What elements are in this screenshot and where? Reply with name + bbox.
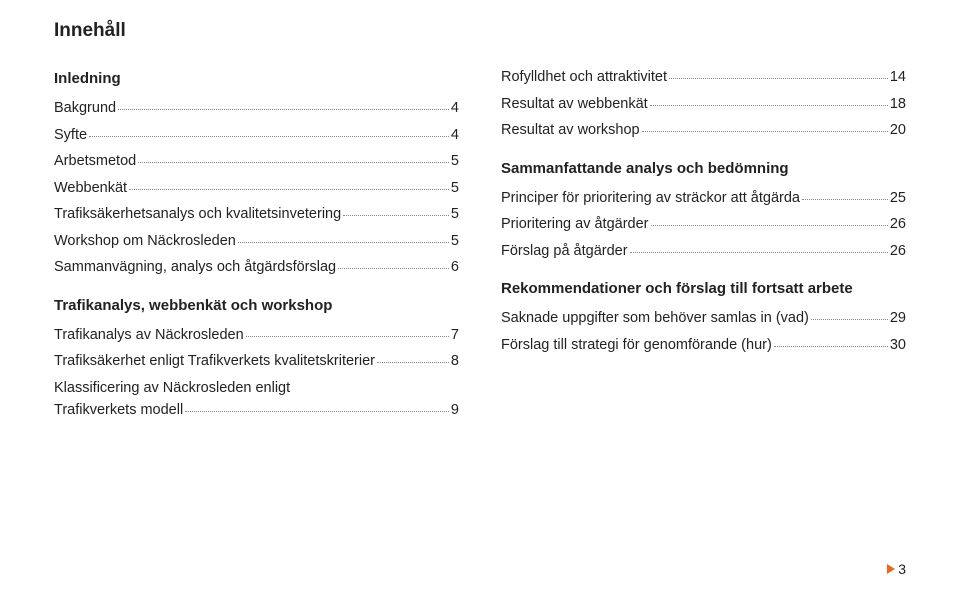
toc-page-number: 7 <box>451 328 459 343</box>
toc-entry: Förslag på åtgärder 26 <box>501 244 906 259</box>
toc-entry: Bakgrund 4 <box>54 101 459 116</box>
section-heading: Inledning <box>54 70 459 87</box>
toc-columns: Inledning Bakgrund 4 Syfte 4 Arbetsmetod… <box>54 70 906 430</box>
section-heading: Rekommendationer och förslag till fortsa… <box>501 280 906 297</box>
toc-entry: Webbenkät 5 <box>54 181 459 196</box>
toc-page-number: 14 <box>890 70 906 85</box>
toc-page-number: 4 <box>451 128 459 143</box>
toc-entry: Trafiksäkerhetsanalys och kvalitetsinvet… <box>54 207 459 222</box>
toc-entry: Trafikanalys av Näckrosleden 7 <box>54 328 459 343</box>
toc-label: Prioritering av åtgärder <box>501 217 649 232</box>
toc-label: Förslag på åtgärder <box>501 244 628 259</box>
toc-page-number: 20 <box>890 123 906 138</box>
toc-page-number: 29 <box>890 311 906 326</box>
toc-label: Webbenkät <box>54 181 127 196</box>
toc-label: Trafiksäkerhet enligt Trafikverkets kval… <box>54 354 375 369</box>
section-heading: Trafikanalys, webbenkät och workshop <box>54 297 459 314</box>
page-number-footer: 3 <box>887 561 906 577</box>
toc-entry: Prioritering av åtgärder 26 <box>501 217 906 232</box>
toc-entry: Syfte 4 <box>54 128 459 143</box>
toc-label: Syfte <box>54 128 87 143</box>
toc-page-number: 5 <box>451 234 459 249</box>
toc-leader <box>138 162 449 163</box>
toc-label: Förslag till strategi för genomförande (… <box>501 338 772 353</box>
toc-label: Arbetsmetod <box>54 154 136 169</box>
toc-page-number: 25 <box>890 191 906 206</box>
toc-entry: Rofylldhet och attraktivitet 14 <box>501 70 906 85</box>
toc-leader <box>118 109 449 110</box>
toc-leader <box>185 411 449 412</box>
toc-leader <box>774 346 888 347</box>
toc-leader <box>802 199 888 200</box>
toc-label: Workshop om Näckrosleden <box>54 234 236 249</box>
toc-leader <box>238 242 449 243</box>
toc-entry: Principer för prioritering av sträckor a… <box>501 191 906 206</box>
toc-entry: Arbetsmetod 5 <box>54 154 459 169</box>
toc-page-number: 5 <box>451 207 459 222</box>
toc-entry: Sammanvägning, analys och åtgärdsförslag… <box>54 260 459 275</box>
toc-label: Rofylldhet och attraktivitet <box>501 70 667 85</box>
toc-label: Resultat av workshop <box>501 123 640 138</box>
toc-label: Saknade uppgifter som behöver samlas in … <box>501 311 809 326</box>
page-number-value: 3 <box>898 561 906 577</box>
toc-leader <box>650 105 888 106</box>
toc-leader <box>129 189 449 190</box>
toc-page-number: 5 <box>451 154 459 169</box>
toc-page-number: 18 <box>890 97 906 112</box>
toc-leader <box>246 336 449 337</box>
toc-leader <box>642 131 888 132</box>
toc-leader <box>338 268 449 269</box>
toc-label: Trafiksäkerhetsanalys och kvalitetsinvet… <box>54 207 341 222</box>
toc-entry-multiline: Klassificering av Näckrosleden enligt Tr… <box>54 381 459 418</box>
toc-entry: Workshop om Näckrosleden 5 <box>54 234 459 249</box>
toc-entry: Förslag till strategi för genomförande (… <box>501 338 906 353</box>
toc-page-number: 6 <box>451 260 459 275</box>
page-title: Innehåll <box>54 20 906 42</box>
toc-leader <box>651 225 888 226</box>
toc-page-number: 26 <box>890 244 906 259</box>
arrow-right-icon <box>887 561 895 577</box>
page-container: Innehåll Inledning Bakgrund 4 Syfte 4 Ar… <box>0 0 960 591</box>
toc-leader <box>811 319 888 320</box>
toc-page-number: 8 <box>451 354 459 369</box>
section-heading: Sammanfattande analys och bedömning <box>501 160 906 177</box>
toc-entry: Trafiksäkerhet enligt Trafikverkets kval… <box>54 354 459 369</box>
toc-label: Principer för prioritering av sträckor a… <box>501 191 800 206</box>
toc-entry: Saknade uppgifter som behöver samlas in … <box>501 311 906 326</box>
toc-leader <box>630 252 888 253</box>
toc-label-line2: Trafikverkets modell <box>54 403 183 418</box>
toc-leader <box>343 215 449 216</box>
toc-label-line1: Klassificering av Näckrosleden enligt <box>54 381 459 396</box>
toc-leader <box>89 136 449 137</box>
toc-leader <box>377 362 449 363</box>
toc-leader <box>669 78 888 79</box>
toc-page-number: 26 <box>890 217 906 232</box>
toc-page-number: 5 <box>451 181 459 196</box>
toc-label: Bakgrund <box>54 101 116 116</box>
toc-page-number: 9 <box>451 403 459 418</box>
right-column: Rofylldhet och attraktivitet 14 Resultat… <box>501 70 906 430</box>
toc-entry: Resultat av workshop 20 <box>501 123 906 138</box>
toc-label: Resultat av webbenkät <box>501 97 648 112</box>
toc-label: Sammanvägning, analys och åtgärdsförslag <box>54 260 336 275</box>
toc-page-number: 30 <box>890 338 906 353</box>
toc-label: Trafikanalys av Näckrosleden <box>54 328 244 343</box>
toc-entry: Resultat av webbenkät 18 <box>501 97 906 112</box>
left-column: Inledning Bakgrund 4 Syfte 4 Arbetsmetod… <box>54 70 459 430</box>
toc-page-number: 4 <box>451 101 459 116</box>
